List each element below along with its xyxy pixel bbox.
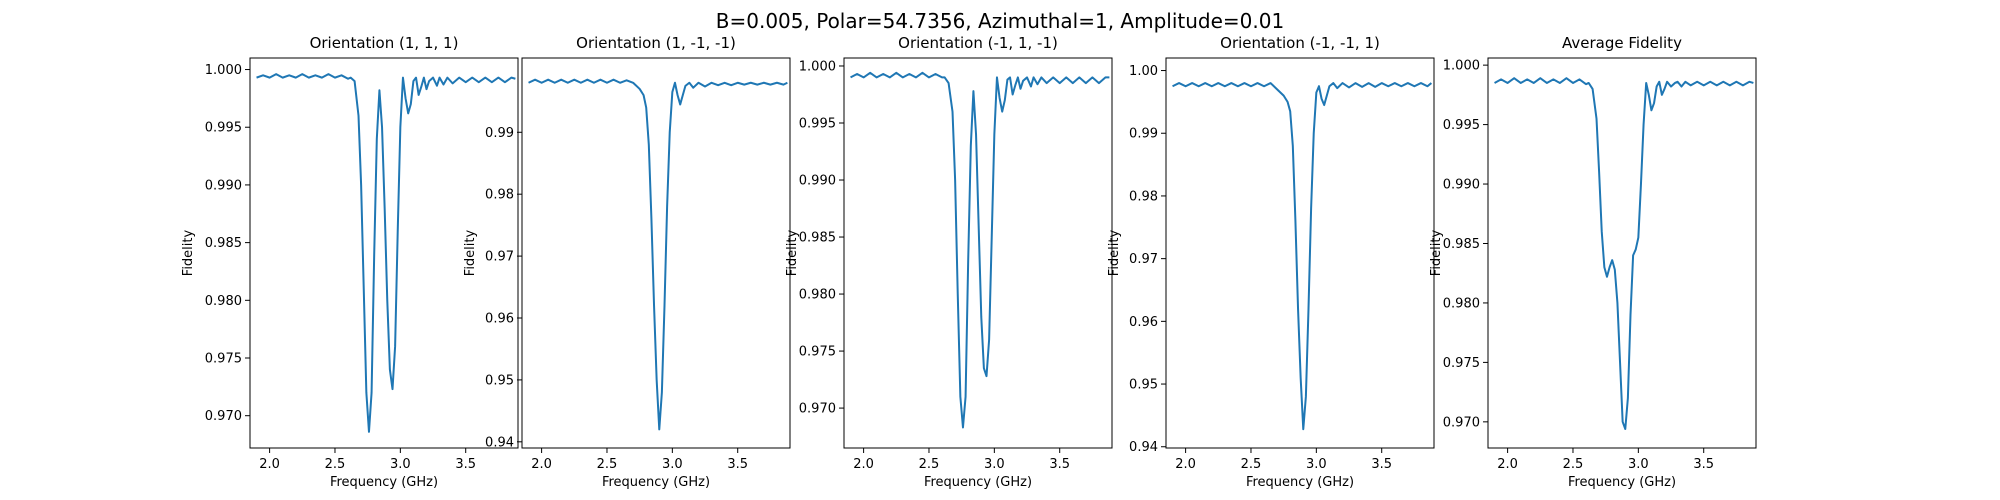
y-tick-label: 1.000 <box>799 59 836 74</box>
y-tick-label: 0.96 <box>485 312 514 327</box>
x-axis-label: Frequency (GHz) <box>330 475 438 490</box>
y-tick-label: 0.975 <box>799 345 836 360</box>
y-tick-label: 0.980 <box>205 294 242 309</box>
y-tick-label: 0.975 <box>205 352 242 367</box>
y-tick-label: 0.995 <box>1443 118 1480 133</box>
axes-frame <box>1165 57 1435 449</box>
figure-suptitle: B=0.005, Polar=54.7356, Azimuthal=1, Amp… <box>716 9 1284 33</box>
x-tick-label: 2.5 <box>1241 457 1262 472</box>
x-tick-label: 3.5 <box>455 457 476 472</box>
series-line <box>1172 82 1433 431</box>
x-tick-label: 3.0 <box>390 457 411 472</box>
x-axis-label: Frequency (GHz) <box>602 475 710 490</box>
x-tick-label: 3.5 <box>1049 457 1070 472</box>
y-axis-label: Fidelity <box>463 229 478 276</box>
y-tick-label: 0.990 <box>799 174 836 189</box>
x-axis-label: Frequency (GHz) <box>924 475 1032 490</box>
y-tick-label: 0.970 <box>205 409 242 424</box>
y-tick-label: 0.95 <box>1129 378 1158 393</box>
y-tick-label: 0.970 <box>1443 415 1480 430</box>
subplot-3: Orientation (-1, 1, -1) 2.0 2.5 3.0 3.5 0.970… <box>785 34 1113 490</box>
axes-frame <box>249 57 519 449</box>
y-tick-label: 0.980 <box>1443 296 1480 311</box>
series-line <box>528 78 788 431</box>
y-tick-label: 0.99 <box>485 126 514 141</box>
x-tick-label: 3.5 <box>1371 457 1392 472</box>
subplot-title: Orientation (-1, 1, -1) <box>898 34 1058 52</box>
y-tick-label: 0.975 <box>1443 356 1480 371</box>
subplot-5: Average Fidelity 2.0 2.5 3.0 3.5 0.970 0.975 0.… <box>1429 34 1757 490</box>
x-tick-label: 2.0 <box>1175 457 1196 472</box>
y-axis-label: Fidelity <box>1107 229 1122 276</box>
y-tick-label: 0.96 <box>1129 315 1158 330</box>
series-line <box>256 73 516 433</box>
x-tick-label: 2.0 <box>259 457 280 472</box>
x-axis-label: Frequency (GHz) <box>1246 475 1354 490</box>
x-tick-label: 2.0 <box>853 457 874 472</box>
y-tick-label: 0.95 <box>485 373 514 388</box>
subplot-1: Orientation (1, 1, 1) 2.0 2.5 3.0 3.5 0.970 0.… <box>181 34 519 490</box>
subplot-title: Orientation (-1, -1, 1) <box>1220 34 1380 52</box>
y-tick-label: 1.00 <box>1129 64 1158 79</box>
y-tick-label: 0.985 <box>799 231 836 246</box>
subplot-2: Orientation (1, -1, -1) 2.0 2.5 3.0 3.5 0.94 0… <box>463 34 791 490</box>
x-tick-label: 3.5 <box>727 457 748 472</box>
y-tick-label: 0.990 <box>1443 178 1480 193</box>
subplot-title: Orientation (1, 1, 1) <box>310 34 459 52</box>
x-tick-label: 2.5 <box>1563 457 1584 472</box>
x-axis-label: Frequency (GHz) <box>1568 475 1676 490</box>
y-tick-label: 0.94 <box>1129 440 1158 455</box>
x-tick-label: 2.0 <box>531 457 552 472</box>
y-axis-label: Fidelity <box>181 229 196 276</box>
y-axis-label: Fidelity <box>1429 229 1444 276</box>
y-tick-label: 0.995 <box>799 117 836 132</box>
axes-frame <box>521 57 791 449</box>
axes-frame <box>843 57 1113 449</box>
y-tick-label: 0.97 <box>485 250 514 265</box>
subplot-title: Average Fidelity <box>1562 34 1682 52</box>
x-tick-label: 2.0 <box>1497 457 1518 472</box>
y-tick-label: 0.98 <box>485 188 514 203</box>
x-tick-label: 2.5 <box>325 457 346 472</box>
subplot-grid: Orientation (1, 1, 1) 2.0 2.5 3.0 3.5 0.970 0.… <box>181 34 1757 490</box>
y-tick-label: 0.97 <box>1129 252 1158 267</box>
x-tick-label: 3.0 <box>662 457 683 472</box>
y-tick-label: 0.970 <box>799 402 836 417</box>
x-tick-label: 3.0 <box>1628 457 1649 472</box>
y-tick-label: 0.980 <box>799 288 836 303</box>
x-tick-label: 2.5 <box>919 457 940 472</box>
y-tick-label: 0.985 <box>205 236 242 251</box>
x-tick-label: 2.5 <box>597 457 618 472</box>
y-tick-label: 1.000 <box>205 63 242 78</box>
series-line <box>850 71 1110 429</box>
y-tick-label: 1.000 <box>1443 59 1480 74</box>
y-tick-label: 0.990 <box>205 178 242 193</box>
x-tick-label: 3.0 <box>984 457 1005 472</box>
y-axis-label: Fidelity <box>785 229 800 276</box>
y-tick-label: 0.995 <box>205 121 242 136</box>
subplot-4: Orientation (-1, -1, 1) 2.0 2.5 3.0 3.5 0.94 0… <box>1107 34 1435 490</box>
y-tick-label: 0.99 <box>1129 127 1158 142</box>
series-line <box>1494 77 1754 430</box>
y-tick-label: 0.985 <box>1443 237 1480 252</box>
subplot-title: Orientation (1, -1, -1) <box>576 34 736 52</box>
x-tick-label: 3.0 <box>1306 457 1327 472</box>
axes-frame <box>1487 57 1757 449</box>
x-tick-label: 3.5 <box>1693 457 1714 472</box>
y-tick-label: 0.94 <box>485 435 514 450</box>
y-tick-label: 0.98 <box>1129 189 1158 204</box>
